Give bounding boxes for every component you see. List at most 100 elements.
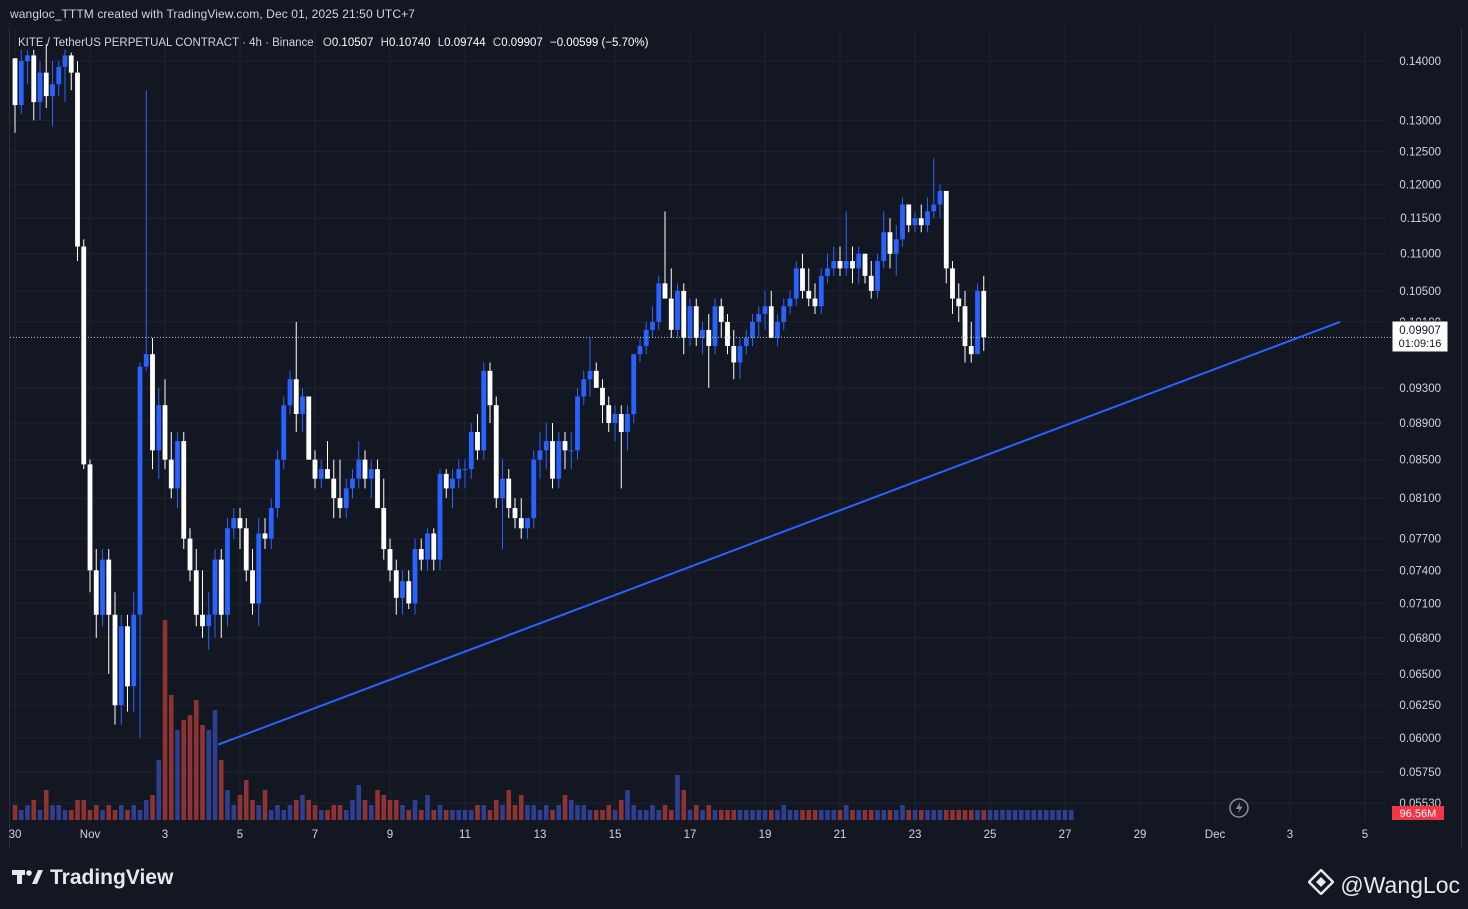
candle[interactable] xyxy=(306,396,312,460)
candle[interactable] xyxy=(37,61,43,121)
candle[interactable] xyxy=(150,337,155,470)
candle[interactable] xyxy=(93,549,99,638)
candle[interactable] xyxy=(187,528,193,582)
candle[interactable] xyxy=(687,298,693,347)
candle[interactable] xyxy=(56,61,62,97)
candle[interactable] xyxy=(87,459,93,593)
candle[interactable] xyxy=(62,49,68,103)
candle[interactable] xyxy=(300,387,305,432)
candle[interactable] xyxy=(481,362,487,460)
candle[interactable] xyxy=(800,253,805,299)
candle[interactable] xyxy=(318,459,324,489)
candle[interactable] xyxy=(243,518,249,582)
candle[interactable] xyxy=(618,405,624,489)
candle[interactable] xyxy=(681,283,687,355)
candle[interactable] xyxy=(550,422,555,489)
candle[interactable] xyxy=(525,518,530,539)
candle[interactable] xyxy=(368,459,374,499)
candle[interactable] xyxy=(212,549,218,638)
candle[interactable] xyxy=(956,283,962,322)
candle[interactable] xyxy=(581,370,587,406)
candle[interactable] xyxy=(775,314,780,347)
time-axis[interactable]: 30 Nov 3 5 7 9 11 13 15 17 19 21 23 25 27 29 Dec 3 5 xyxy=(9,829,1369,841)
candle[interactable] xyxy=(437,469,443,571)
candle[interactable] xyxy=(125,614,130,712)
candle[interactable] xyxy=(493,396,499,509)
candle[interactable] xyxy=(806,268,812,307)
candle[interactable] xyxy=(706,314,712,388)
candle[interactable] xyxy=(206,592,212,650)
candle[interactable] xyxy=(912,211,918,233)
candle[interactable] xyxy=(750,314,755,347)
candle[interactable] xyxy=(250,549,255,615)
candle[interactable] xyxy=(562,431,568,470)
candle[interactable] xyxy=(843,211,849,276)
candle[interactable] xyxy=(556,431,562,489)
candle[interactable] xyxy=(337,459,343,519)
candle[interactable] xyxy=(106,549,112,674)
candle[interactable] xyxy=(818,268,824,315)
candle[interactable] xyxy=(200,570,205,638)
candle[interactable] xyxy=(531,450,537,529)
candle[interactable] xyxy=(881,211,887,269)
candle[interactable] xyxy=(100,549,105,627)
candle[interactable] xyxy=(600,379,605,423)
candle[interactable] xyxy=(443,469,449,499)
candle[interactable] xyxy=(918,204,924,233)
candle[interactable] xyxy=(900,197,905,247)
candle[interactable] xyxy=(662,211,668,299)
candle[interactable] xyxy=(218,549,224,638)
candle[interactable] xyxy=(168,431,174,499)
candle[interactable] xyxy=(131,592,137,712)
candle[interactable] xyxy=(500,459,505,550)
candle[interactable] xyxy=(568,431,574,470)
tradingview-brand[interactable]: TradingView xyxy=(12,866,173,890)
candle[interactable] xyxy=(400,570,405,615)
replay-icon[interactable] xyxy=(1229,798,1249,818)
candle[interactable] xyxy=(12,58,18,133)
candle[interactable] xyxy=(393,559,399,615)
candle[interactable] xyxy=(68,52,74,91)
trendline[interactable] xyxy=(217,320,1341,746)
candle[interactable] xyxy=(356,441,362,489)
candle[interactable] xyxy=(512,498,518,529)
candle[interactable] xyxy=(412,538,418,615)
candle[interactable] xyxy=(962,290,968,363)
candle[interactable] xyxy=(156,387,162,479)
candle[interactable] xyxy=(325,441,330,479)
candle[interactable] xyxy=(787,290,793,315)
candle[interactable] xyxy=(856,246,862,284)
candle[interactable] xyxy=(543,422,549,470)
candle[interactable] xyxy=(850,246,855,284)
candle[interactable] xyxy=(262,518,268,550)
candle[interactable] xyxy=(637,337,643,363)
candle[interactable] xyxy=(293,321,299,432)
candle[interactable] xyxy=(968,321,974,363)
candle[interactable] xyxy=(981,275,987,351)
candle[interactable] xyxy=(25,49,30,85)
candle[interactable] xyxy=(725,314,730,355)
candle[interactable] xyxy=(937,184,943,219)
candlesticks[interactable] xyxy=(12,44,987,738)
candle[interactable] xyxy=(118,614,124,725)
candle[interactable] xyxy=(287,370,293,415)
candle[interactable] xyxy=(418,538,424,571)
candle[interactable] xyxy=(731,329,737,380)
candle[interactable] xyxy=(668,268,674,338)
candle[interactable] xyxy=(712,298,718,355)
candle[interactable] xyxy=(75,61,80,262)
candle[interactable] xyxy=(743,329,749,355)
candle[interactable] xyxy=(931,158,937,219)
candle[interactable] xyxy=(18,49,24,115)
candle[interactable] xyxy=(181,431,187,550)
candle[interactable] xyxy=(950,261,955,315)
candle[interactable] xyxy=(362,450,368,489)
candle[interactable] xyxy=(650,306,655,338)
candle[interactable] xyxy=(812,283,818,315)
candle[interactable] xyxy=(162,379,168,470)
candle[interactable] xyxy=(331,459,337,519)
candle[interactable] xyxy=(425,528,430,571)
candle[interactable] xyxy=(593,362,599,388)
candle[interactable] xyxy=(50,61,55,127)
candle[interactable] xyxy=(737,337,743,380)
